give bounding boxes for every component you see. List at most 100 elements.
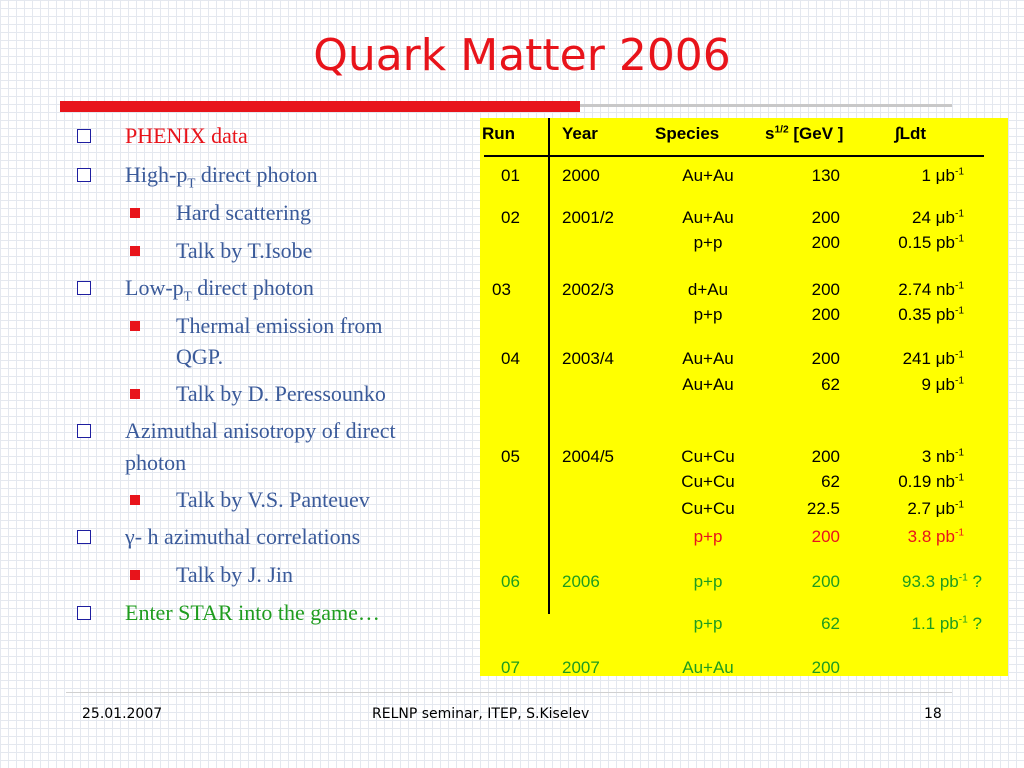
cell-species: Cu+Cu <box>681 447 735 466</box>
cell-species: p+p <box>693 527 723 546</box>
cell-energy: 200 <box>811 233 840 252</box>
bullet-talk-jin: Talk by J. Jin <box>130 558 293 592</box>
cell-lumi: 3 nb-1 <box>850 447 964 467</box>
filled-square-bullet-icon <box>130 321 140 331</box>
cell-energy: 200 <box>811 447 840 466</box>
cell-lumi: 241 μb-1 <box>850 349 964 369</box>
cell-energy: 200 <box>811 527 840 546</box>
footer-center: RELNP seminar, ITEP, S.Kiselev <box>372 706 590 722</box>
cell-year: 2007 <box>562 658 600 677</box>
header-species: Species <box>655 124 720 143</box>
cell-species: p+p <box>693 572 723 591</box>
bullet-hard-scattering: Hard scattering <box>130 196 311 230</box>
lumi-value: 0.15 pb <box>898 233 955 252</box>
cell-energy: 200 <box>811 280 840 299</box>
cell-energy: 62 <box>821 472 840 491</box>
cell-energy: 200 <box>811 349 840 368</box>
filled-square-bullet-icon <box>130 389 140 399</box>
lumi-value: 24 μb <box>912 208 955 227</box>
cell-species: Au+Au <box>682 208 734 227</box>
cell-energy: 62 <box>821 375 840 394</box>
lumi-exponent: -1 <box>958 572 968 584</box>
lumi-exponent: -1 <box>954 375 964 387</box>
bullet-list: PHENIX data High-pT direct photon Hard s… <box>0 0 480 700</box>
cell-lumi: 0.15 pb-1 <box>850 233 964 253</box>
bullet-low-pt: Low-pT direct photon <box>77 271 314 313</box>
hollow-square-bullet-icon <box>77 129 91 143</box>
bullet-thermal-emission: Thermal emission from <box>130 309 383 343</box>
bullet-high-pt: High-pT direct photon <box>77 158 318 200</box>
cell-lumi: 24 μb-1 <box>850 208 964 228</box>
cell-species: d+Au <box>687 280 729 299</box>
cell-year: 2001/2 <box>562 208 614 227</box>
cell-lumi: 0.35 pb-1 <box>850 305 964 325</box>
cell-species: Cu+Cu <box>681 472 735 491</box>
title-underline-red <box>60 101 580 112</box>
cell-lumi: 9 μb-1 <box>850 375 965 395</box>
bullet-thermal-emission-cont: QGP. <box>176 344 224 369</box>
cell-species: p+p <box>693 233 723 252</box>
cell-energy: 200 <box>811 305 840 324</box>
filled-square-bullet-icon <box>130 246 140 256</box>
header-lumi: ∫Ldt <box>895 124 927 143</box>
slide-title: Quark Matter 2006 <box>313 30 731 81</box>
filled-square-bullet-icon <box>130 495 140 505</box>
cell-run: 04 <box>501 349 520 368</box>
cell-species: p+p <box>693 614 723 633</box>
table-vertical-divider <box>548 118 550 614</box>
filled-square-bullet-icon <box>130 570 140 580</box>
cell-year: 2002/3 <box>562 280 614 299</box>
header-run: Run <box>482 124 516 143</box>
lumi-exponent: -1 <box>954 166 964 178</box>
lumi-value: 1.1 pb <box>911 614 959 633</box>
bullet-azimuthal-anisotropy-cont: photon <box>125 450 187 475</box>
lumi-value: 3 nb <box>921 447 955 466</box>
bullet-talk-isobe: Talk by T.Isobe <box>130 234 312 268</box>
lumi-uncertain-mark: ? <box>967 572 982 591</box>
lumi-exponent: -1 <box>954 305 964 317</box>
lumi-value: 0.19 nb <box>898 472 955 491</box>
lumi-value: 241 μb <box>902 349 955 368</box>
cell-lumi: 93.3 pb-1 ? <box>850 572 982 592</box>
cell-species: Au+Au <box>682 375 734 394</box>
cell-lumi: 0.19 nb-1 <box>850 472 964 492</box>
lumi-exponent: -1 <box>954 447 964 459</box>
footer-page-number: 18 <box>924 706 942 722</box>
cell-lumi: 1.1 pb-1 ? <box>850 614 982 634</box>
cell-species: Au+Au <box>682 658 734 677</box>
lumi-value: 2.7 μb <box>907 499 955 518</box>
lumi-value: 0.35 pb <box>898 305 955 324</box>
cell-energy: 200 <box>811 572 840 591</box>
cell-energy: 62 <box>821 614 840 633</box>
bullet-phenix-data: PHENIX data <box>77 119 248 153</box>
bullet-enter-star: Enter STAR into the game… <box>77 596 380 630</box>
cell-run: 01 <box>501 166 520 185</box>
lumi-value: 1 μb <box>921 166 955 185</box>
lumi-exponent: -1 <box>958 614 968 626</box>
cell-lumi: 2.7 μb-1 <box>850 499 964 519</box>
hollow-square-bullet-icon <box>77 168 91 182</box>
run-table-panel <box>480 118 1008 676</box>
bullet-talk-panteuev: Talk by V.S. Panteuev <box>130 483 370 517</box>
cell-year: 2003/4 <box>562 349 614 368</box>
lumi-value: 9 μb <box>921 375 955 394</box>
footer-divider <box>66 692 952 693</box>
lumi-uncertain-mark: ? <box>967 614 982 633</box>
cell-energy: 130 <box>811 166 840 185</box>
table-header-divider <box>484 155 984 157</box>
cell-run: 05 <box>501 447 520 466</box>
lumi-exponent: -1 <box>954 349 964 361</box>
lumi-exponent: -1 <box>954 527 964 539</box>
lumi-exponent: -1 <box>954 208 964 220</box>
lumi-value: 3.8 pb <box>907 527 955 546</box>
bullet-talk-peressounko: Talk by D. Peressounko <box>130 377 386 411</box>
cell-energy: 200 <box>811 658 840 677</box>
hollow-square-bullet-icon <box>77 281 91 295</box>
hollow-square-bullet-icon <box>77 424 91 438</box>
hollow-square-bullet-icon <box>77 530 91 544</box>
cell-run: 06 <box>501 572 520 591</box>
cell-lumi: 1 μb-1 <box>850 166 965 186</box>
cell-species: Au+Au <box>682 166 734 185</box>
bullet-gamma-h: γ- h azimuthal correlations <box>77 520 360 554</box>
cell-year: 2004/5 <box>562 447 614 466</box>
